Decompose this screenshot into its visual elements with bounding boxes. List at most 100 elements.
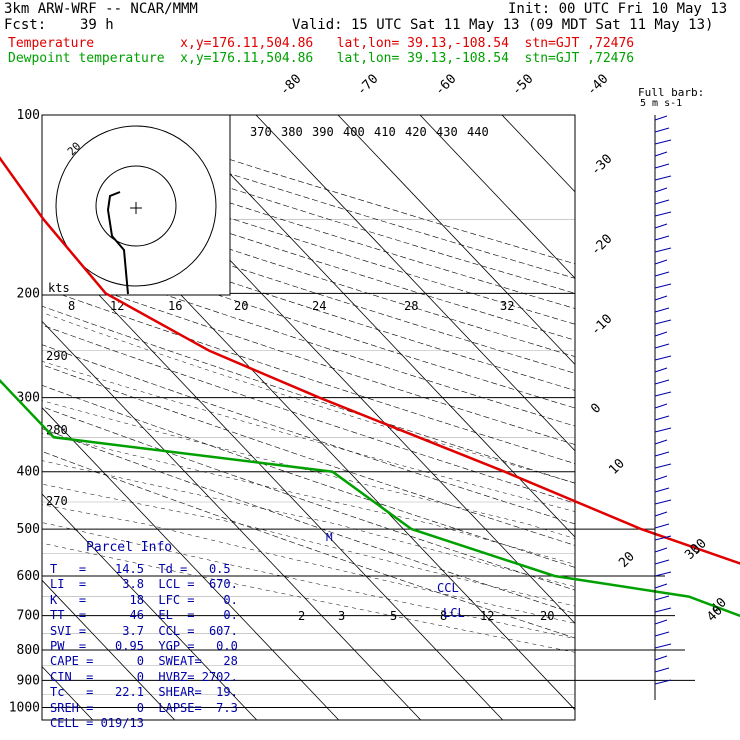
isotherm-label: -10 — [588, 312, 615, 339]
dry-adiabat — [42, 451, 575, 639]
dry-adiabat — [42, 235, 575, 409]
isotherm-label: -20 — [588, 232, 615, 259]
theta-label: 390 — [312, 125, 334, 139]
dry-adiabat — [42, 252, 575, 427]
wind-barb — [654, 535, 672, 541]
parcel-info-title: Parcel Info — [86, 540, 173, 555]
wind-barb — [654, 607, 672, 613]
wind-barb — [654, 235, 670, 241]
init-time: Init: 00 UTC Fri 10 May 13 — [508, 1, 728, 17]
dewpoint-legend: Dewpoint temperature x,y=176.11,504.86 l… — [8, 51, 635, 66]
hodograph-speed-tick: 32 — [500, 299, 514, 313]
wind-barb — [654, 559, 670, 565]
hodograph-speed-tick: 16 — [168, 299, 182, 313]
wind-barb — [654, 115, 668, 121]
temperature-legend: Temperature x,y=176.11,504.86 lat,lon= 3… — [8, 36, 635, 51]
valid-time: Valid: 15 UTC Sat 11 May 13 (09 MDT Sat … — [292, 17, 714, 33]
model-title: 3km ARW-WRF -- NCAR/MMM — [4, 1, 198, 17]
plot-area — [0, 115, 740, 720]
theta-low-label: 280 — [46, 423, 68, 437]
theta-label: 440 — [467, 125, 489, 139]
dry-adiabat — [42, 218, 575, 391]
pressure-tick-label: 500 — [17, 522, 40, 537]
mixing-ratio-label: 5 — [390, 609, 397, 623]
wind-barb — [654, 127, 670, 133]
forecast-label: Fcst: — [4, 17, 47, 33]
isotherm-line — [42, 320, 422, 720]
hodograph-speed-tick: 8 — [68, 299, 75, 313]
theta-label: 370 — [250, 125, 272, 139]
isotherm-line — [337, 115, 575, 366]
wind-barb — [654, 427, 672, 433]
isotherm-line — [666, 115, 740, 720]
isotherm-line — [42, 579, 176, 720]
isotherm-label: 20 — [616, 549, 638, 571]
pressure-tick-label: 900 — [17, 673, 40, 688]
wind-barb — [654, 295, 668, 301]
wind-barb — [654, 475, 668, 481]
theta-low-label: 290 — [46, 349, 68, 363]
dry-adiabat — [42, 269, 575, 445]
wind-barb — [654, 583, 668, 589]
pressure-tick-label: 100 — [17, 108, 40, 123]
moist-adiabat — [42, 400, 575, 539]
wind-barb — [654, 463, 672, 469]
wind-barb — [654, 439, 668, 445]
mixing-ratio-label: 8 — [440, 609, 447, 623]
theta-label: 380 — [281, 125, 303, 139]
wind-barb — [654, 379, 670, 385]
hodograph-trace — [106, 191, 129, 295]
wind-barb — [654, 619, 668, 625]
isotherm-label: -60 — [432, 72, 459, 99]
wind-barb — [654, 187, 668, 193]
wind-barb — [654, 319, 672, 325]
isotherm-label: -40 — [584, 72, 611, 99]
wind-barb — [654, 283, 672, 289]
wind-barb — [654, 511, 668, 517]
isotherm-label: -80 — [277, 72, 304, 99]
theta-label: 410 — [374, 125, 396, 139]
parcel-info-row: CELL = 019/13 — [50, 716, 144, 730]
pressure-tick-label: 200 — [17, 286, 40, 301]
isotherm-line — [0, 115, 11, 720]
parcel-info-row: T = 14.5 Td = 0.5 — [50, 562, 231, 576]
wind-barb — [654, 259, 668, 265]
hodograph-ring-inner — [95, 165, 177, 247]
wind-barb — [654, 631, 670, 637]
wind-barb — [654, 499, 672, 505]
pressure-tick-label: 600 — [17, 569, 40, 584]
dry-adiabat — [42, 428, 575, 615]
isotherm-line — [173, 115, 575, 538]
mixing-ratio-label: 20 — [540, 609, 554, 623]
parcel-info-row: LI = 3.8 LCL = 670. — [50, 577, 238, 592]
pressure-tick-label: 300 — [17, 391, 40, 406]
mixing-ratio-label: 3 — [338, 609, 345, 623]
isotherm-line — [42, 493, 258, 720]
hodograph-center — [130, 202, 142, 214]
wind-barb — [654, 307, 670, 313]
isotherm-line — [255, 115, 575, 452]
dry-adiabat — [42, 287, 575, 464]
isotherm-label: -30 — [588, 152, 615, 179]
theta-low-label: 270 — [46, 494, 68, 508]
wind-barb — [654, 199, 670, 205]
mixing-ratio-label: 12 — [480, 609, 494, 623]
isotherm-label: 0 — [588, 401, 604, 417]
isotherm-label: -50 — [509, 72, 536, 99]
pressure-tick-label: 400 — [17, 465, 40, 480]
pressure-tick-label: 800 — [17, 643, 40, 658]
hodograph-unit-label: kts — [48, 281, 70, 295]
wind-barb — [654, 223, 668, 229]
mixing-ratio-label: 2 — [298, 609, 305, 623]
hodograph-speed-tick: 24 — [312, 299, 326, 313]
parcel-info-row: PW = 0.95 YGP = 0.0 — [50, 639, 238, 653]
wind-barb — [654, 679, 672, 685]
isotherm-line — [42, 407, 340, 720]
wind-barb — [654, 175, 672, 181]
wind-barb — [654, 667, 670, 673]
pressure-tick-label: 700 — [17, 609, 40, 624]
isotherm-line — [501, 115, 575, 193]
